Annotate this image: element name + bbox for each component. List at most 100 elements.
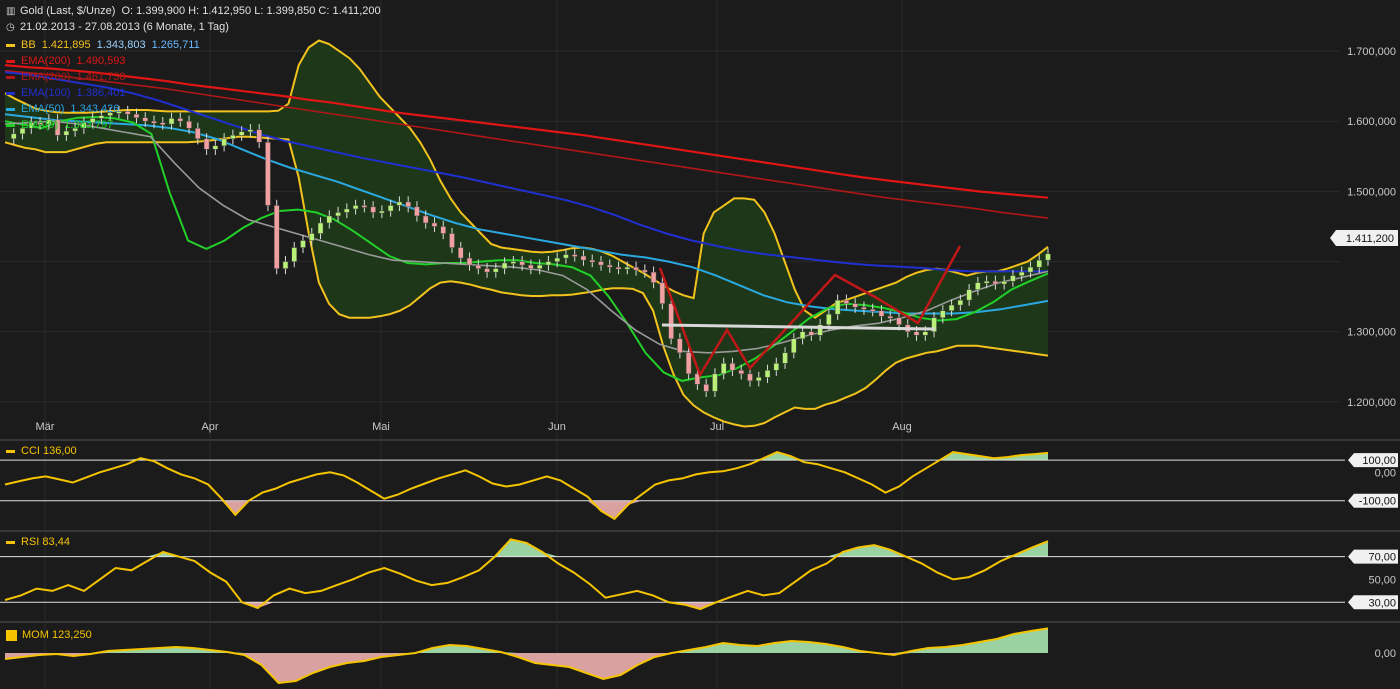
legend-row-1: EMA(200) 1.490,593 <box>6 53 200 69</box>
candle-body <box>992 280 999 285</box>
candle-body <box>11 133 17 140</box>
cci-value: 136,00 <box>43 445 77 457</box>
candle-body <box>142 117 148 122</box>
rsi-swatch <box>6 540 15 544</box>
candle-body <box>729 363 736 371</box>
candle-body <box>1045 253 1051 261</box>
legend-value: 1.386,401 <box>76 87 126 99</box>
candle-body <box>659 282 666 304</box>
mom-value: 123,250 <box>51 629 92 641</box>
rsi-value: 83,44 <box>42 536 70 548</box>
legend-row-3: EMA(100) 1.386,401 <box>6 85 200 101</box>
candle-body <box>282 261 289 269</box>
legend-row-4: EMA(50) 1.343,426 <box>6 101 200 117</box>
legend-value: 1.343,426 <box>70 103 120 115</box>
mom-legend: MOM 123,250 <box>6 627 92 643</box>
series-line-3 <box>4 69 1049 219</box>
candle-body <box>449 233 455 248</box>
candle-body <box>948 304 955 311</box>
legend-label: EMA(50) <box>21 103 65 115</box>
rsi-level-tag <box>1348 595 1398 610</box>
candle-body <box>72 127 78 132</box>
candle-body <box>1036 259 1042 268</box>
x-tick-label: Mär <box>36 421 55 433</box>
candle-body <box>808 331 815 336</box>
x-tick-label: Apr <box>201 421 218 433</box>
cci-line <box>4 451 1049 521</box>
mom-positive-fill <box>5 628 1048 653</box>
candle-body <box>545 261 552 266</box>
y-tick-label: 1.300,000 <box>1347 327 1396 339</box>
candle-body <box>160 122 166 125</box>
candle-body <box>54 119 61 136</box>
candle-body <box>1001 280 1007 285</box>
candle-body <box>764 370 771 378</box>
y-tick-label: 1.600,000 <box>1347 116 1396 128</box>
cci-swatch <box>6 449 15 453</box>
candle-body <box>124 111 131 115</box>
cci-legend: CCI 136,00 <box>6 443 77 459</box>
candle-body <box>852 303 858 308</box>
last-price-label: 1.411,200 <box>1346 233 1394 245</box>
candle-body <box>405 201 411 208</box>
candle-body <box>89 118 96 123</box>
candle-body <box>975 282 981 290</box>
mom-label: MOM <box>22 629 49 641</box>
candle-body <box>1018 271 1025 276</box>
x-tick-label: Jun <box>548 421 566 433</box>
candle-body <box>756 377 762 382</box>
candle-body <box>615 266 622 270</box>
y-tick-label: 1.200,000 <box>1347 397 1396 409</box>
candle-body <box>1027 266 1034 273</box>
candle-body <box>536 264 543 269</box>
candle-body <box>431 222 438 227</box>
legend-swatch <box>6 123 15 127</box>
candle-body <box>677 338 683 354</box>
candle-body <box>326 215 333 224</box>
candle-body <box>98 115 105 119</box>
candle-body <box>624 266 631 270</box>
candle-body <box>799 331 806 340</box>
series-line-7 <box>4 120 1049 354</box>
candle-body <box>896 317 902 325</box>
cci-level-tag <box>1348 453 1398 468</box>
ohlc-values: O: 1.399,900 H: 1.412,950 L: 1.399,850 C… <box>121 5 381 17</box>
candle-body <box>422 215 429 224</box>
chart-type-icon: ▥ <box>6 6 16 17</box>
candle-body <box>633 266 639 271</box>
candle-body <box>344 208 350 213</box>
rsi-line <box>4 538 1049 611</box>
legend-swatch <box>6 43 15 47</box>
candle-body <box>484 268 490 273</box>
series-line-1 <box>4 135 1049 428</box>
cci-level-label: 100,00 <box>1362 455 1396 467</box>
candle-body <box>317 222 324 234</box>
candle-body <box>309 233 315 241</box>
legend-label: BB <box>21 39 36 51</box>
mom-negative-fill <box>5 653 1048 683</box>
candle-body <box>203 138 210 150</box>
candle-body <box>440 226 446 234</box>
candle-body <box>493 268 499 273</box>
instrument-title-row: ▥ Gold (Last, $/Unze) O: 1.399,900 H: 1.4… <box>6 5 381 17</box>
candle-body <box>887 316 893 319</box>
candle-body <box>458 247 464 259</box>
candle-body <box>607 264 613 268</box>
candle-body <box>922 331 929 336</box>
candle-body <box>554 257 560 262</box>
legend-row-5: EMA(9) 1.383,797 <box>6 117 200 133</box>
legend-swatch <box>6 75 15 79</box>
mom-line <box>4 627 1049 685</box>
legend-value: 1.461,738 <box>76 71 126 83</box>
candle-body <box>186 120 192 129</box>
legend-swatch <box>6 91 15 95</box>
rsi-axis-label: 50,00 <box>1368 574 1396 586</box>
candle-body <box>81 122 87 129</box>
candle-body <box>843 299 850 304</box>
series-line-6 <box>4 115 1049 382</box>
candle-body <box>475 264 482 269</box>
x-tick-label: Aug <box>892 421 912 433</box>
candle-body <box>712 373 718 392</box>
candle-body <box>940 310 946 318</box>
legend-value: 1.490,593 <box>76 55 126 67</box>
